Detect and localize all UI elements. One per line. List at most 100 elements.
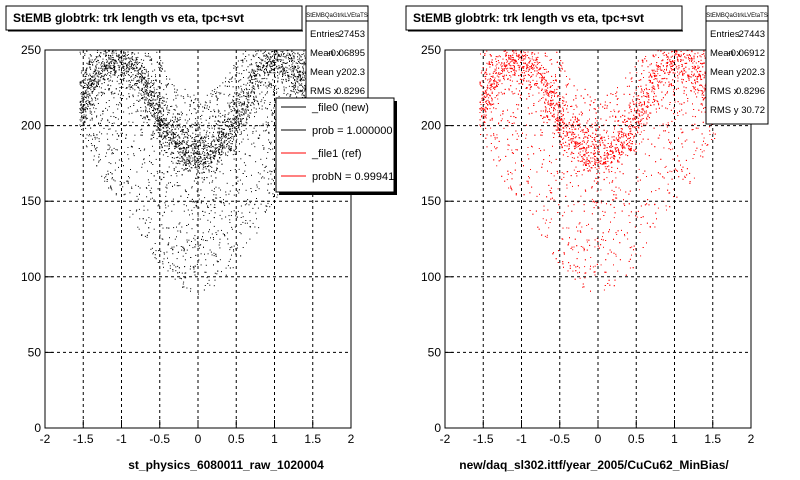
data-point [162,132,164,134]
data-point [220,154,222,156]
data-point [126,66,128,68]
data-point [81,116,82,118]
data-point [254,112,256,114]
data-point [294,66,296,68]
data-point [182,157,184,159]
data-point [256,68,258,70]
data-point [195,177,197,179]
data-point [232,267,234,269]
data-point [177,119,179,121]
data-point [121,74,123,76]
data-point [245,98,247,100]
data-point [199,132,201,134]
data-point [238,103,240,104]
data-point [298,62,300,64]
data-point [270,173,272,175]
data-point [90,78,91,79]
data-point [178,113,180,115]
data-point [154,117,156,119]
data-point [192,165,194,166]
data-point [218,136,220,138]
data-point [145,219,147,221]
data-point [181,152,183,154]
data-point [198,145,200,147]
data-point [100,77,101,79]
data-point [148,53,149,55]
data-point [192,247,194,249]
data-point [90,103,92,105]
data-point [85,145,87,147]
data-point [170,138,172,140]
data-point [162,142,164,144]
data-point [200,157,202,159]
data-point [190,144,192,146]
data-point [179,142,181,144]
data-point [224,116,226,118]
data-point [227,265,229,267]
data-point [187,209,189,211]
data-point [132,94,134,96]
data-point [122,132,123,134]
data-point [203,158,205,160]
data-point [174,238,176,240]
data-point [152,91,153,93]
data-point [248,79,250,81]
data-point [218,153,220,155]
data-point [207,207,209,208]
data-point [210,150,212,152]
data-point [170,141,172,143]
data-point [242,247,244,248]
data-point [251,79,253,81]
data-point [175,266,177,268]
data-point [216,139,218,141]
data-point [236,106,238,108]
data-point [244,170,246,172]
data-point [144,90,146,92]
data-point [154,112,156,114]
data-point [97,70,99,72]
data-point [196,182,197,184]
data-point [290,90,292,92]
data-point [90,85,92,86]
data-point [244,103,245,105]
data-point [141,66,143,68]
data-point [93,86,95,88]
data-point [184,102,186,104]
data-point [85,116,87,118]
data-point [181,143,182,145]
data-point [233,194,235,196]
data-point [216,96,218,98]
data-point [302,59,304,61]
data-point [276,50,278,52]
x-tick-label: -1 [116,432,127,446]
data-point [168,166,170,168]
data-point [196,202,198,204]
data-point [169,237,170,239]
data-point [130,76,132,78]
data-point [110,163,112,165]
data-point [178,137,180,139]
data-point [258,87,260,89]
data-point [187,137,189,139]
data-point [187,160,189,162]
data-point [119,87,121,88]
data-point [268,132,270,134]
data-point [129,61,130,63]
data-point [114,63,116,64]
data-point [103,78,105,80]
data-point [130,86,132,88]
data-point [108,88,110,90]
data-point [264,55,266,57]
data-point [294,79,296,81]
data-point [266,92,268,94]
data-point [123,51,125,53]
data-point [141,134,143,136]
data-point [233,67,235,69]
data-point [293,88,295,90]
data-point [108,162,110,164]
data-point [113,64,115,66]
data-point [298,57,300,59]
data-point [172,162,174,164]
data-point [146,71,148,73]
data-point [185,252,187,254]
